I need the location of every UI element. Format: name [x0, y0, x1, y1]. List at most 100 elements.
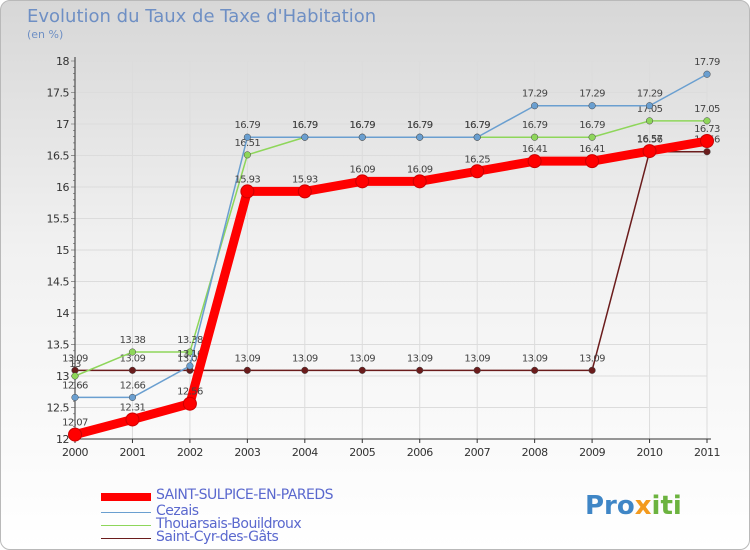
y-tick-label-17.5: 17.5: [47, 87, 70, 100]
point-thouarsais-bouildroux-2000: [71, 372, 79, 380]
data-label-saint-cyr-des-g-ts-2000: 13.09: [62, 353, 88, 364]
logo-part-iti: iti: [651, 491, 682, 521]
point-cezais-2010: [645, 102, 654, 110]
data-label-saint-sulpice-en-pareds-2009: 16.41: [579, 144, 605, 155]
x-tick-label-2011: 2011: [694, 446, 720, 459]
chart-subtitle: (en %): [27, 28, 64, 41]
legend-label-cezais: Cezais: [156, 503, 199, 519]
x-tick-label-2004: 2004: [292, 446, 318, 459]
data-label-cezais-2000: 12.66: [62, 380, 88, 391]
point-saint-sulpice-en-pareds-2011: [700, 134, 714, 149]
point-saint-sulpice-en-pareds-2010: [642, 144, 657, 159]
data-label-saint-cyr-des-g-ts-2001: 13.09: [120, 353, 146, 364]
y-tick-label-17: 17: [56, 118, 69, 131]
data-label-saint-sulpice-en-pareds-2003: 15.93: [235, 174, 261, 185]
point-saint-sulpice-en-pareds-2008: [527, 154, 542, 169]
data-label-cezais-2003: 16.79: [235, 120, 261, 131]
point-saint-cyr-des-g-ts-2001: [128, 366, 137, 374]
y-tick-label-13: 13: [56, 370, 69, 383]
proxiti-logo: Proxiti: [585, 491, 682, 521]
data-label-saint-sulpice-en-pareds-2008: 16.41: [522, 144, 548, 155]
data-label-thouarsais-bouildroux-2003: 16.51: [235, 138, 261, 149]
y-tick-label-12.5: 12.5: [47, 402, 70, 415]
point-saint-sulpice-en-pareds-2005: [355, 174, 370, 189]
series-line-saint-sulpice-en-pareds: [70, 136, 712, 440]
point-cezais-2005: [358, 133, 366, 141]
point-cezais-2000: [71, 393, 79, 401]
point-saint-sulpice-en-pareds-2003: [240, 184, 255, 199]
point-saint-cyr-des-g-ts-2003: [243, 366, 251, 374]
data-label-saint-sulpice-en-pareds-2001: 12.31: [120, 402, 146, 413]
point-saint-sulpice-en-pareds-2004: [297, 184, 312, 199]
y-tick-label-18: 18: [56, 55, 69, 68]
point-saint-cyr-des-g-ts-2005: [358, 366, 366, 374]
data-label-thouarsais-bouildroux-2001: 13.38: [120, 335, 146, 346]
data-label-cezais-2004: 16.79: [292, 120, 318, 131]
x-tick-label-2003: 2003: [234, 446, 260, 459]
data-label-saint-cyr-des-g-ts-2003: 13.09: [235, 353, 261, 364]
data-label-cezais-2008: 17.29: [522, 89, 548, 100]
y-tick-label-14.5: 14.5: [47, 276, 70, 289]
y-tick-label-14: 14: [56, 307, 69, 320]
data-label-saint-sulpice-en-pareds-2000: 12.07: [62, 418, 88, 429]
y-tick-label-16: 16: [56, 181, 69, 194]
logo-part-pro: Pro: [585, 491, 635, 521]
point-cezais-2001: [128, 393, 137, 401]
y-tick-label-16.5: 16.5: [47, 150, 70, 163]
data-label-thouarsais-bouildroux-2002: 13.38: [177, 335, 203, 346]
series-line-cezais: [74, 73, 708, 399]
data-label-thouarsais-bouildroux-2005: 16.79: [349, 120, 375, 131]
data-label-cezais-2001: 12.66: [120, 380, 146, 391]
data-label-thouarsais-bouildroux-2004: 16.79: [292, 120, 318, 131]
x-tick-label-2000: 2000: [62, 446, 88, 459]
data-label-thouarsais-bouildroux-2011: 17.05: [694, 104, 720, 115]
data-label-thouarsais-bouildroux-2007: 16.79: [464, 120, 490, 131]
y-tick-label-15: 15: [56, 244, 69, 257]
data-label-thouarsais-bouildroux-2008: 16.79: [522, 120, 548, 131]
point-saint-sulpice-en-pareds-2009: [585, 154, 600, 169]
point-thouarsais-bouildroux-2010: [645, 117, 654, 125]
point-saint-sulpice-en-pareds-2007: [470, 164, 485, 179]
data-label-saint-sulpice-en-pareds-2007: 16.25: [464, 154, 490, 165]
y-tick-label-15.5: 15.5: [47, 213, 70, 226]
data-label-thouarsais-bouildroux-2006: 16.79: [407, 120, 433, 131]
legend-label-saint-sulpice: SAINT-SULPICE-EN-PAREDS: [156, 487, 334, 503]
x-tick-label-2001: 2001: [119, 446, 145, 459]
legend-swatch-saint-cyr: [101, 538, 151, 539]
data-label-thouarsais-bouildroux-2000: 13: [69, 359, 81, 370]
data-label-saint-sulpice-en-pareds-2011: 16.73: [694, 124, 720, 135]
data-label-saint-cyr-des-g-ts-2009: 13.09: [579, 353, 605, 364]
data-label-cezais-2005: 16.79: [349, 120, 375, 131]
legend-label-saint-cyr: Saint-Cyr-des-Gâts: [156, 529, 279, 545]
data-label-saint-cyr-des-g-ts-2010: 16.56: [637, 135, 663, 146]
data-label-cezais-2007: 16.79: [464, 120, 490, 131]
point-cezais-2011: [703, 70, 711, 78]
point-saint-sulpice-en-pareds-2000: [68, 427, 82, 442]
legend-swatch-thouarsais: [101, 525, 151, 526]
point-cezais-2006: [416, 133, 424, 141]
data-label-cezais-2010: 17.29: [637, 89, 663, 100]
data-label-saint-cyr-des-g-ts-2005: 13.09: [349, 353, 375, 364]
point-thouarsais-bouildroux-2009: [588, 133, 596, 141]
legend-swatch-cezais: [101, 512, 151, 513]
chart-title: Evolution du Taux de Taxe d'Habitation: [27, 6, 377, 27]
point-saint-cyr-des-g-ts-2011: [703, 148, 711, 156]
data-label-cezais-2002: 13.16: [177, 349, 203, 360]
data-label-saint-cyr-des-g-ts-2007: 13.09: [464, 353, 490, 364]
x-tick-label-2008: 2008: [522, 446, 548, 459]
x-tick-label-2010: 2010: [637, 446, 663, 459]
x-tick-label-2009: 2009: [579, 446, 605, 459]
data-label-saint-cyr-des-g-ts-2002: 13.09: [177, 353, 203, 364]
point-saint-sulpice-en-pareds-2006: [412, 174, 427, 189]
data-label-saint-cyr-des-g-ts-2008: 13.09: [522, 353, 548, 364]
data-label-saint-sulpice-en-pareds-2010: 16.57: [637, 134, 663, 145]
x-tick-label-2007: 2007: [464, 446, 490, 459]
point-saint-cyr-des-g-ts-2008: [531, 366, 539, 374]
data-label-saint-sulpice-en-pareds-2004: 15.93: [292, 174, 318, 185]
data-label-saint-sulpice-en-pareds-2005: 16.09: [349, 164, 375, 175]
y-tick-label-12: 12: [56, 433, 69, 446]
data-label-cezais-2011: 17.79: [694, 57, 720, 68]
point-cezais-2002: [186, 362, 194, 370]
point-saint-cyr-des-g-ts-2006: [416, 366, 424, 374]
point-saint-sulpice-en-pareds-2002: [182, 396, 197, 411]
